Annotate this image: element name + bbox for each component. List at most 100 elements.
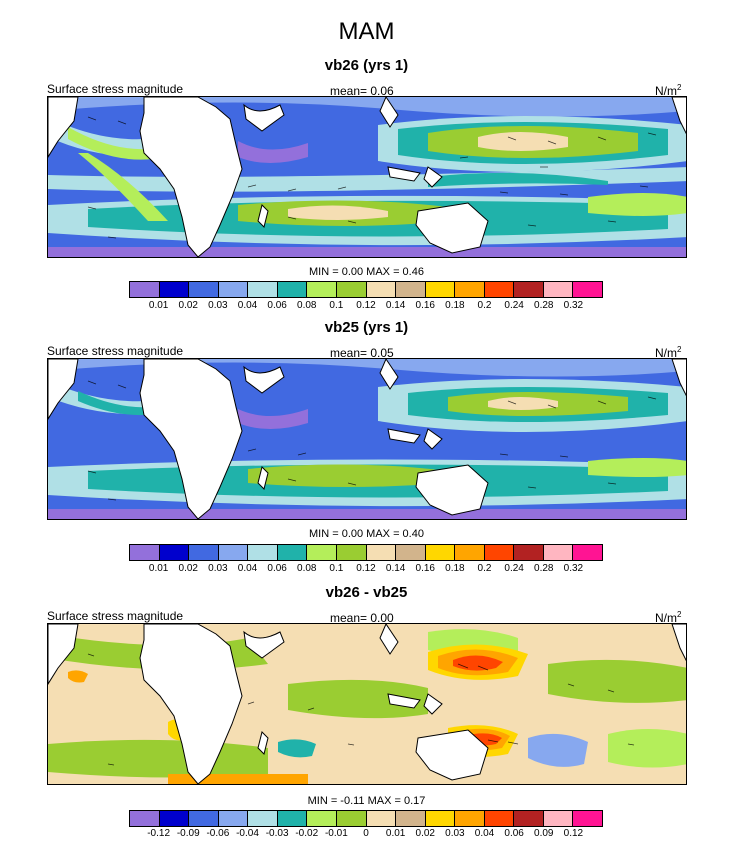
panel-2-mean-label: mean= 0.05 [330,346,394,360]
colorbar-tick-label: 0.02 [415,828,435,839]
panel-2-title: vb25 (yrs 1) [324,319,409,336]
panel-1-variable-label: Surface stress magnitude [47,82,184,96]
colorbar-tick-label: 0.08 [297,563,317,574]
colorbar-swatch [366,811,397,826]
colorbar-swatch [455,545,485,560]
colorbar-swatch [307,811,337,826]
panel-3-map [47,623,687,785]
colorbar-swatch [336,282,367,297]
colorbar-tick-label: -0.03 [265,828,289,839]
colorbar-swatch [336,811,367,826]
colorbar-swatch [366,282,397,297]
panel-2-map-svg [48,359,686,519]
colorbar-swatch [396,811,426,826]
panel-3-units: N/m2 [655,610,682,625]
panel-2-map [47,358,687,520]
colorbar-swatch [277,811,308,826]
colorbar-swatch [573,282,602,297]
colorbar-swatch [189,282,219,297]
colorbar-tick-label: 0.1 [329,300,344,311]
colorbar-tick-label: 0.06 [504,828,524,839]
colorbar-swatch [189,811,219,826]
colorbar-swatch [159,545,190,560]
colorbar-tick-label: 0.18 [445,563,465,574]
panel-3-colorbar [129,810,603,827]
colorbar-tick-label: -0.01 [324,828,348,839]
colorbar-tick-label: 0.06 [267,300,287,311]
panel-2-units: N/m2 [655,345,682,360]
colorbar-swatch [455,282,485,297]
colorbar-tick-label: 0.01 [148,563,169,574]
colorbar-swatch [277,282,308,297]
panel-3-map-svg [48,624,686,784]
colorbar-swatch [514,545,544,560]
colorbar-swatch [130,811,160,826]
colorbar-tick-label: -0.12 [147,828,171,839]
panel-2-colorbar-ticks: 0.01 0.02 0.03 0.04 0.06 0.08 0.1 0.12 0.14 0.16 0… [129,563,603,577]
colorbar-tick-label: 0.32 [563,563,584,574]
colorbar-tick-label: 0.28 [534,563,554,574]
colorbar-tick-label: 0.01 [148,300,169,311]
panel-1-mean-label: mean= 0.06 [330,84,394,98]
panel-2-variable-label: Surface stress magnitude [47,344,184,358]
panel-2-minmax: MIN = 0.00 MAX = 0.40 [309,528,424,540]
colorbar-tick-label: 0.09 [534,828,554,839]
colorbar-swatch [573,545,602,560]
colorbar-tick-label: 0.2 [477,563,492,574]
colorbar-tick-label: 0.12 [563,828,584,839]
panel-3-variable-label: Surface stress magnitude [47,609,184,623]
colorbar-tick-label: 0.04 [237,300,258,311]
colorbar-swatch [218,811,249,826]
panel-1-title: vb26 (yrs 1) [324,57,409,74]
colorbar-tick-label: 0.12 [356,300,376,311]
panel-3-minmax: MIN = -0.11 MAX = 0.17 [307,795,426,807]
colorbar-swatch [218,282,249,297]
colorbar-tick-label: 0.16 [415,300,435,311]
colorbar-tick-label: 0.02 [178,300,198,311]
colorbar-swatch [248,811,278,826]
colorbar-swatch [425,811,456,826]
colorbar-tick-label: 0.32 [563,300,584,311]
colorbar-swatch [218,545,249,560]
colorbar-swatch [307,282,337,297]
colorbar-swatch [396,282,426,297]
colorbar-swatch [484,282,515,297]
colorbar-tick-label: 0.16 [415,563,435,574]
colorbar-tick-label: -0.02 [295,828,319,839]
colorbar-swatch [248,282,278,297]
colorbar-swatch [189,545,219,560]
colorbar-tick-label: -0.09 [176,828,200,839]
colorbar-swatch [366,545,397,560]
colorbar-tick-label: 0.06 [267,563,287,574]
colorbar-tick-label: 0.04 [237,563,258,574]
colorbar-tick-label: 0.28 [534,300,554,311]
colorbar-swatch [159,811,190,826]
colorbar-swatch [336,545,367,560]
colorbar-swatch [425,545,456,560]
colorbar-swatch [130,282,160,297]
colorbar-tick-label: 0.14 [385,300,406,311]
colorbar-swatch [484,811,515,826]
colorbar-tick-label: 0.2 [477,300,492,311]
colorbar-tick-label: 0.24 [504,563,524,574]
colorbar-swatch [425,282,456,297]
colorbar-tick-label: 0.18 [445,300,465,311]
colorbar-swatch [396,545,426,560]
colorbar-swatch [159,282,190,297]
colorbar-tick-label: 0.14 [385,563,406,574]
panel-1-minmax: MIN = 0.00 MAX = 0.46 [309,266,424,278]
colorbar-swatch [307,545,337,560]
panel-1-map [47,96,687,258]
panel-1-colorbar [129,281,603,298]
colorbar-tick-label: 0.01 [385,828,406,839]
colorbar-swatch [514,282,544,297]
colorbar-tick-label: 0.24 [504,300,524,311]
colorbar-swatch [277,545,308,560]
panel-3-title: vb26 - vb25 [325,584,408,601]
colorbar-tick-label: 0.12 [356,563,376,574]
colorbar-tick-label: 0.03 [208,300,228,311]
colorbar-swatch [484,545,515,560]
colorbar-swatch [543,282,574,297]
colorbar-tick-label: 0.1 [329,563,344,574]
panel-1-units: N/m2 [655,83,682,98]
